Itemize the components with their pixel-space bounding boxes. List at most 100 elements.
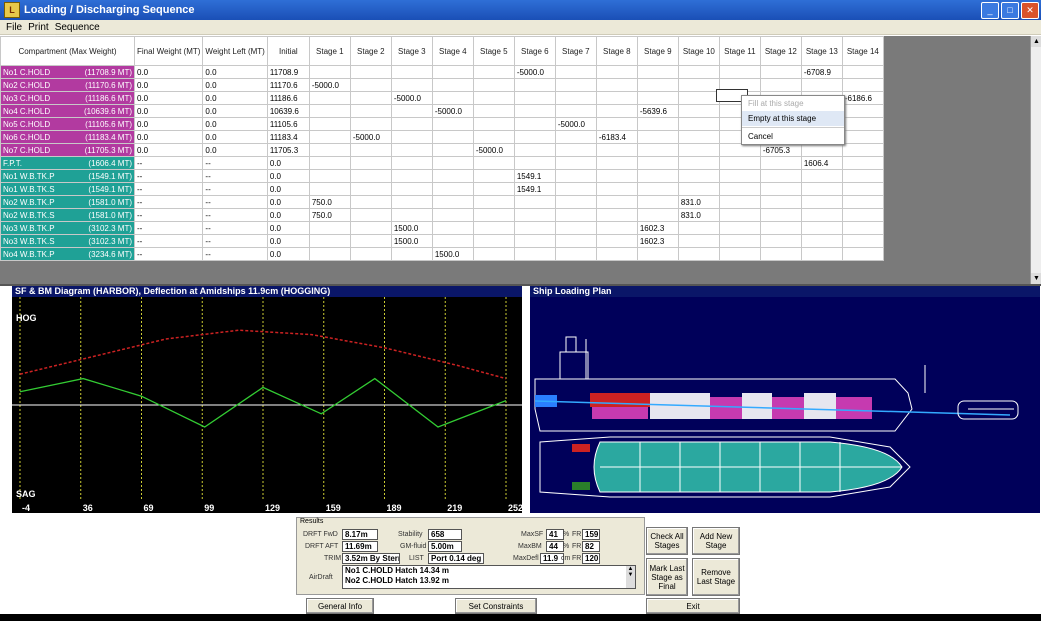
stage-cell[interactable] <box>431 78 474 92</box>
stage-cell[interactable]: -6186.6 <box>841 91 884 105</box>
stage-cell[interactable] <box>636 247 679 261</box>
set-constraints-button[interactable]: Set Constraints <box>455 598 537 614</box>
stage-cell[interactable] <box>554 91 597 105</box>
stage-cell[interactable] <box>472 130 515 144</box>
stage-cell[interactable] <box>800 221 843 235</box>
initial-cell[interactable]: 11708.9 <box>266 65 310 79</box>
stage-cell[interactable]: -5000.0 <box>472 143 515 157</box>
stage-cell[interactable]: 1549.1 <box>513 182 556 196</box>
stage-cell[interactable] <box>390 156 433 170</box>
stage-cell[interactable]: 1500.0 <box>431 247 474 261</box>
stage-cell[interactable] <box>513 247 556 261</box>
stage-cell[interactable] <box>472 91 515 105</box>
airdraft-list[interactable]: No1 C.HOLD Hatch 14.34 m No2 C.HOLD Hatc… <box>342 565 636 589</box>
column-header[interactable]: Compartment (Max Weight) <box>0 36 135 66</box>
stage-cell[interactable] <box>390 78 433 92</box>
stage-cell[interactable] <box>349 156 392 170</box>
menu-print[interactable]: Print <box>28 21 49 33</box>
stage-cell[interactable] <box>677 104 720 118</box>
stage-cell[interactable] <box>800 234 843 248</box>
stage-cell[interactable] <box>349 104 392 118</box>
stage-cell[interactable] <box>554 208 597 222</box>
stage-cell[interactable] <box>636 169 679 183</box>
initial-cell[interactable]: 11183.4 <box>266 130 310 144</box>
stage-cell[interactable]: 1602.3 <box>636 221 679 235</box>
stage-cell[interactable] <box>431 221 474 235</box>
column-header[interactable]: Stage 7 <box>554 36 597 66</box>
initial-cell[interactable]: 0.0 <box>266 208 310 222</box>
stage-cell[interactable] <box>841 169 884 183</box>
stage-cell[interactable] <box>513 130 556 144</box>
stage-cell[interactable] <box>636 78 679 92</box>
stage-cell[interactable] <box>841 182 884 196</box>
stage-cell[interactable] <box>759 65 802 79</box>
compartment-cell[interactable]: No3 W.B.TK.P (3102.3 MT) <box>0 221 135 235</box>
stage-cell[interactable] <box>595 221 638 235</box>
stage-cell[interactable] <box>472 104 515 118</box>
stage-cell[interactable] <box>308 65 351 79</box>
remove-last-stage-button[interactable]: Remove Last Stage <box>692 558 740 596</box>
stage-cell[interactable] <box>472 65 515 79</box>
stage-cell[interactable] <box>595 247 638 261</box>
stage-cell[interactable] <box>841 156 884 170</box>
stage-cell[interactable] <box>308 247 351 261</box>
stage-cell[interactable] <box>472 117 515 131</box>
stage-cell[interactable] <box>431 195 474 209</box>
stage-cell[interactable] <box>677 182 720 196</box>
stage-cell[interactable] <box>472 247 515 261</box>
stage-cell[interactable] <box>390 130 433 144</box>
stage-cell[interactable] <box>390 182 433 196</box>
grid-scrollbar[interactable]: ▲ ▼ <box>1030 36 1041 284</box>
initial-cell[interactable]: 11105.6 <box>266 117 310 131</box>
stage-cell[interactable] <box>349 208 392 222</box>
column-header[interactable]: Stage 3 <box>390 36 433 66</box>
stage-cell[interactable] <box>677 143 720 157</box>
stage-cell[interactable] <box>308 130 351 144</box>
initial-cell[interactable]: 0.0 <box>266 247 310 261</box>
stage-cell[interactable] <box>513 91 556 105</box>
initial-cell[interactable]: 11705.3 <box>266 143 310 157</box>
scroll-down-icon[interactable]: ▼ <box>1031 273 1041 284</box>
column-header[interactable]: Stage 9 <box>636 36 679 66</box>
close-icon[interactable]: ✕ <box>1021 2 1039 19</box>
stage-cell[interactable] <box>718 208 761 222</box>
stage-cell[interactable] <box>349 91 392 105</box>
stage-cell[interactable] <box>800 169 843 183</box>
scroll-track[interactable] <box>1031 47 1041 273</box>
column-header[interactable]: Initial <box>266 36 310 66</box>
stage-cell[interactable] <box>554 221 597 235</box>
column-header[interactable]: Stage 5 <box>472 36 515 66</box>
stage-cell[interactable] <box>636 130 679 144</box>
column-header[interactable]: Stage 4 <box>431 36 474 66</box>
compartment-cell[interactable]: No4 W.B.TK.P (3234.6 MT) <box>0 247 135 261</box>
stage-cell[interactable] <box>718 195 761 209</box>
stage-cell[interactable] <box>841 247 884 261</box>
stage-cell[interactable] <box>636 195 679 209</box>
stage-cell[interactable] <box>841 208 884 222</box>
stage-cell[interactable] <box>390 169 433 183</box>
column-header[interactable]: Final Weight (MT) <box>133 36 204 66</box>
stage-cell[interactable] <box>554 130 597 144</box>
stage-cell[interactable] <box>841 221 884 235</box>
stage-cell[interactable] <box>554 182 597 196</box>
stage-cell[interactable] <box>554 143 597 157</box>
stage-cell[interactable] <box>349 78 392 92</box>
compartment-cell[interactable]: No4 C.HOLD (10639.6 MT) <box>0 104 135 118</box>
stage-cell[interactable] <box>841 104 884 118</box>
stage-cell[interactable] <box>677 130 720 144</box>
stage-cell[interactable] <box>841 195 884 209</box>
stage-cell[interactable] <box>390 208 433 222</box>
scroll-up-icon[interactable]: ▲ <box>1031 36 1041 47</box>
stage-cell[interactable] <box>554 195 597 209</box>
stage-cell[interactable] <box>677 65 720 79</box>
stage-cell[interactable]: -5000.0 <box>390 91 433 105</box>
stage-cell[interactable] <box>718 169 761 183</box>
stage-cell[interactable] <box>677 247 720 261</box>
stage-cell[interactable] <box>554 156 597 170</box>
stage-cell[interactable] <box>595 169 638 183</box>
stage-cell[interactable] <box>595 65 638 79</box>
stage-cell[interactable] <box>759 208 802 222</box>
stage-cell[interactable] <box>431 91 474 105</box>
column-header[interactable]: Stage 13 <box>800 36 843 66</box>
stage-cell[interactable] <box>595 143 638 157</box>
